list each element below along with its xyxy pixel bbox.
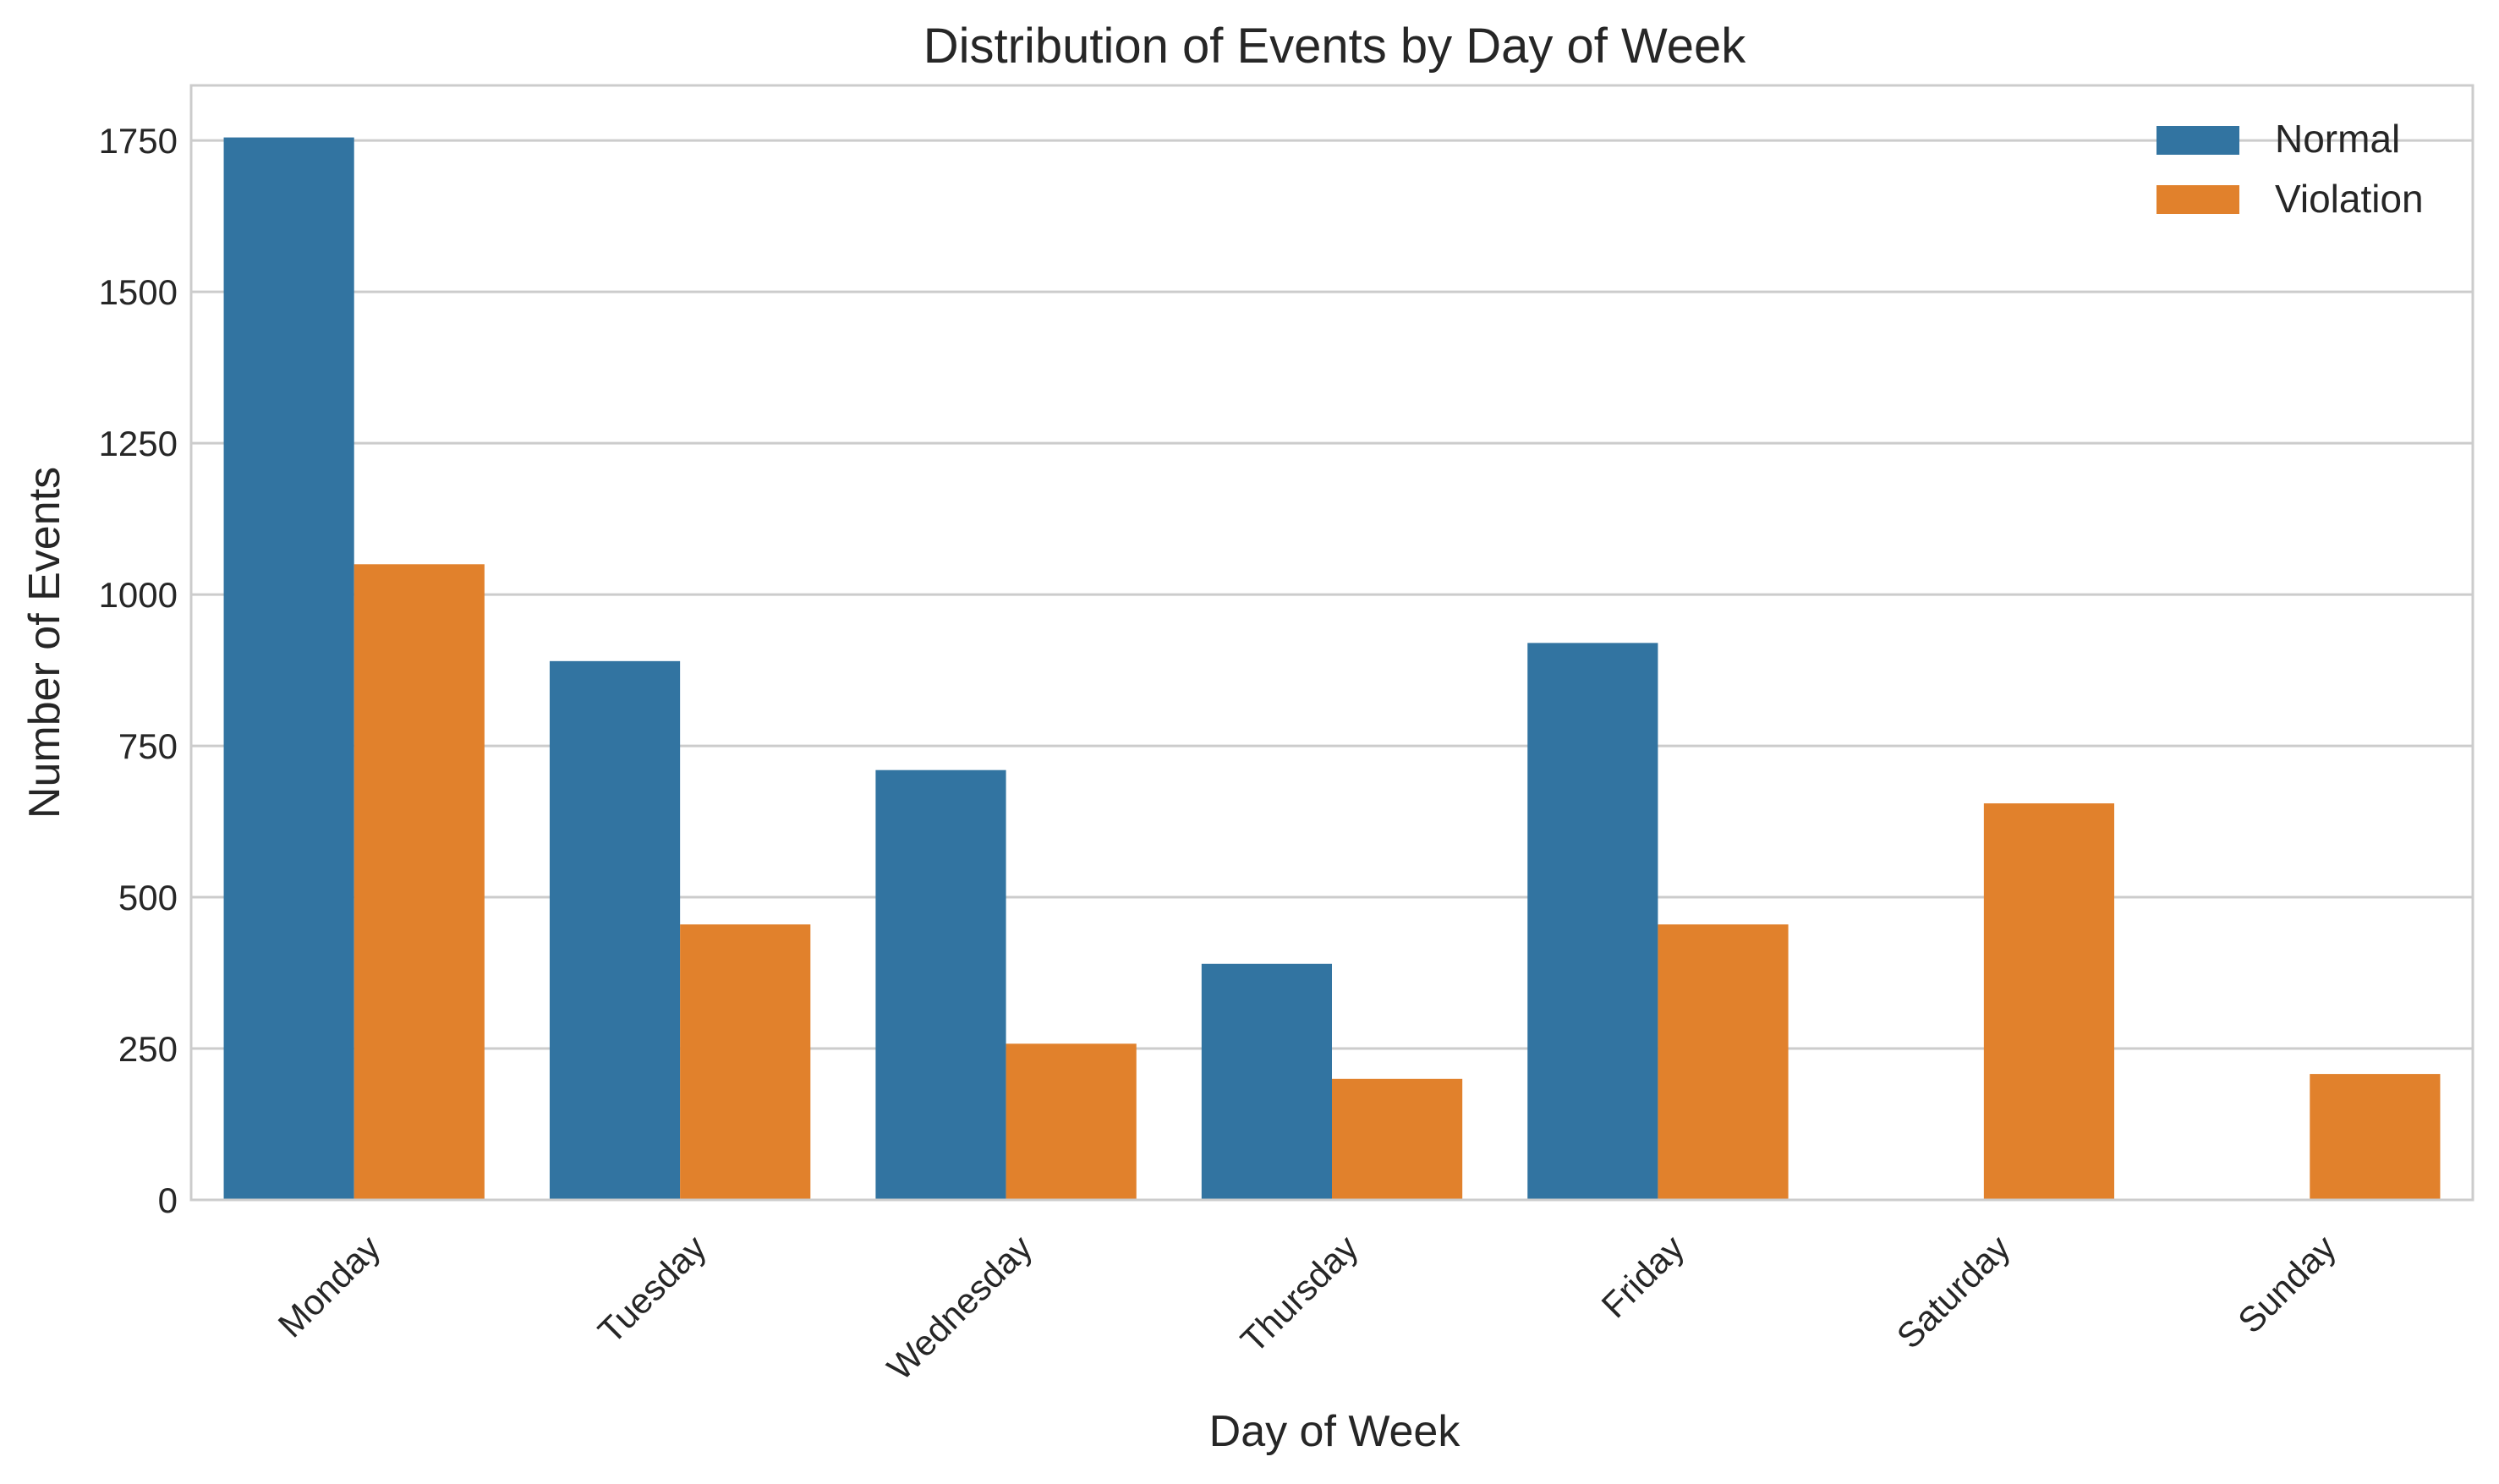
y-tick-label: 0	[158, 1180, 178, 1220]
bar-wednesday-normal	[875, 769, 1006, 1200]
bar-monday-normal	[223, 137, 354, 1200]
bar-monday-violation	[353, 564, 485, 1200]
y-tick-labels: 0 250 500 750 1000 1250 1500 1750	[99, 121, 178, 1220]
legend-swatch-normal	[2156, 126, 2239, 155]
bar-sunday-violation	[2310, 1074, 2441, 1200]
y-tick-label: 500	[118, 878, 178, 917]
bar-saturday-violation	[1983, 803, 2115, 1200]
y-tick-label: 1750	[99, 121, 178, 161]
bar-thursday-normal	[1201, 963, 1332, 1200]
y-tick-label: 1000	[99, 575, 178, 615]
legend: Normal Violation	[2156, 117, 2424, 221]
bar-friday-normal	[1527, 643, 1658, 1200]
bar-friday-violation	[1658, 924, 1789, 1200]
chart-title: Distribution of Events by Day of Week	[923, 19, 1746, 74]
bars	[223, 137, 2441, 1200]
bar-tuesday-normal	[549, 660, 681, 1200]
y-tick-label: 750	[118, 726, 178, 766]
legend-label-violation: Violation	[2275, 177, 2424, 221]
bar-tuesday-violation	[680, 924, 811, 1200]
x-axis-label: Day of Week	[1209, 1407, 1461, 1456]
legend-swatch-violation	[2156, 185, 2239, 214]
y-axis-label: Number of Events	[20, 467, 69, 819]
bar-wednesday-violation	[1006, 1043, 1137, 1200]
legend-label-normal: Normal	[2275, 117, 2400, 161]
bar-thursday-violation	[1332, 1078, 1463, 1200]
y-tick-label: 1500	[99, 272, 178, 312]
y-tick-label: 250	[118, 1029, 178, 1069]
plot-frame	[189, 84, 2474, 1202]
y-tick-label: 1250	[99, 424, 178, 463]
